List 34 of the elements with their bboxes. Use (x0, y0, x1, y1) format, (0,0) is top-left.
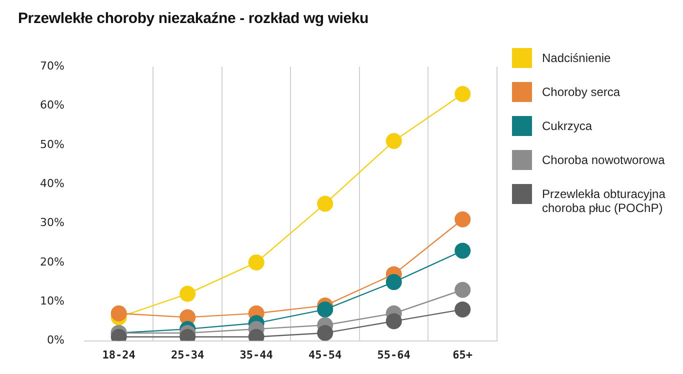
point (454, 211, 471, 228)
point (386, 274, 402, 290)
y-tick-label: 10% (40, 294, 64, 308)
y-tick-label: 30% (40, 216, 64, 230)
y-tick-label: 70% (40, 59, 64, 72)
point (317, 324, 334, 341)
y-tick-label: 20% (40, 255, 64, 268)
point (454, 282, 471, 298)
point (454, 242, 471, 259)
point (454, 301, 471, 318)
point (110, 305, 127, 322)
x-tick-label: 35-44 (240, 348, 274, 362)
point (180, 286, 196, 302)
legend-label: Cukrzyca (542, 118, 592, 133)
x-tick-label: 25-34 (171, 348, 205, 362)
legend-label: Choroby serca (542, 84, 620, 99)
legend-label: Choroba nowotworowa (542, 152, 665, 167)
x-tick-label: 45-54 (308, 348, 342, 362)
y-tick-label: 0% (46, 334, 64, 347)
chart-title: Przewlekłe choroby niezakaźne - rozkład wg wieku (18, 10, 369, 27)
x-tick-label: 65+ (452, 348, 473, 362)
point (454, 86, 471, 102)
point (317, 301, 334, 318)
y-tick-label: 60% (40, 98, 64, 112)
legend-label: Przewlekła obturacyjna choroba płuc (POChP) (542, 186, 666, 215)
point (386, 313, 402, 330)
y-tick-label: 40% (40, 176, 64, 190)
point (248, 254, 264, 270)
x-tick-label: 55-64 (377, 348, 411, 362)
point (386, 133, 402, 150)
legend-label: Nadciśnienie (542, 50, 611, 65)
point (317, 196, 334, 212)
x-tick-label: 18-24 (102, 348, 136, 362)
y-tick-label: 50% (40, 138, 64, 151)
